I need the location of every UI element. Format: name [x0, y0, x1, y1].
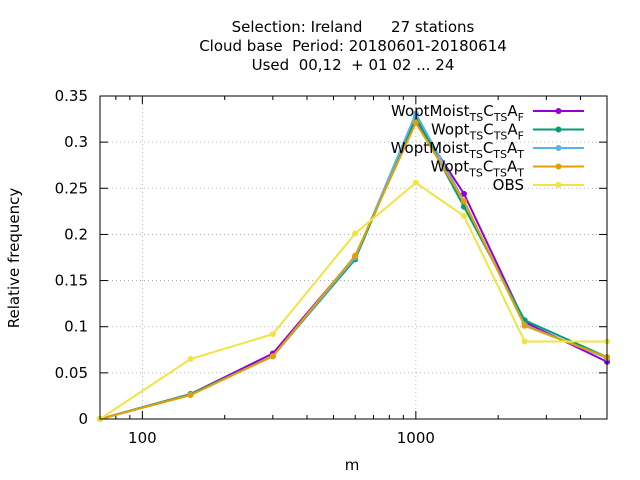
data-point	[269, 331, 276, 338]
series-line	[99, 114, 608, 420]
legend-marker	[555, 163, 562, 170]
y-tick-label: 0.1	[64, 318, 88, 336]
series-line	[99, 120, 608, 420]
series-line	[99, 181, 607, 420]
title-line-1: Selection: Ireland 27 stations	[231, 18, 475, 36]
series-line	[99, 117, 608, 420]
data-point	[461, 212, 468, 219]
data-point	[412, 119, 419, 126]
data-point	[521, 338, 528, 345]
data-point	[461, 198, 468, 205]
grid	[100, 96, 607, 419]
legend-marker	[555, 145, 562, 151]
data-point	[352, 230, 359, 237]
y-tick-label: 0.25	[55, 179, 88, 197]
title-line-2: Cloud base Period: 20180601-20180614	[199, 37, 507, 55]
legend-label: WoptMoistTSCTSAF	[391, 102, 524, 124]
legend-marker	[555, 126, 562, 133]
legend-label: OBS	[493, 176, 524, 194]
legend-label: WoptTSCTSAT	[431, 158, 525, 180]
y-tick-label: 0.05	[55, 364, 88, 382]
data-point	[412, 110, 419, 117]
legend-marker	[555, 108, 562, 114]
y-tick-label: 0	[78, 410, 88, 428]
x-axis-label: m	[344, 456, 360, 474]
legend: WoptMoistTSCTSAFWoptTSCTSAFWoptMoistTSCT…	[391, 102, 584, 194]
data-point	[187, 392, 194, 399]
plot-frame	[99, 95, 608, 420]
title-line-3: Used 00,12 + 01 02 ... 24	[251, 56, 455, 74]
x-tick-label: 1000	[397, 429, 435, 447]
ticks: 0 0.05 0.1 0.15 0.2 0.25 0.3 0.35 100 1000	[55, 87, 608, 447]
y-tick-label: 0.2	[64, 225, 88, 243]
data-point	[187, 356, 194, 363]
data-point	[461, 190, 468, 197]
legend-label: WoptTSCTSAF	[431, 121, 524, 143]
data-point	[269, 353, 276, 360]
data-point	[352, 252, 359, 259]
y-tick-label: 0.35	[55, 87, 88, 105]
data-point	[521, 322, 528, 329]
legend-label: WoptMoistTSCTSAT	[391, 139, 525, 161]
y-tick-label: 0.3	[64, 133, 88, 151]
series	[97, 110, 610, 422]
legend-marker	[555, 182, 562, 188]
data-point	[412, 179, 419, 186]
y-tick-label: 0.15	[55, 272, 88, 290]
x-tick-label: 100	[128, 429, 157, 447]
